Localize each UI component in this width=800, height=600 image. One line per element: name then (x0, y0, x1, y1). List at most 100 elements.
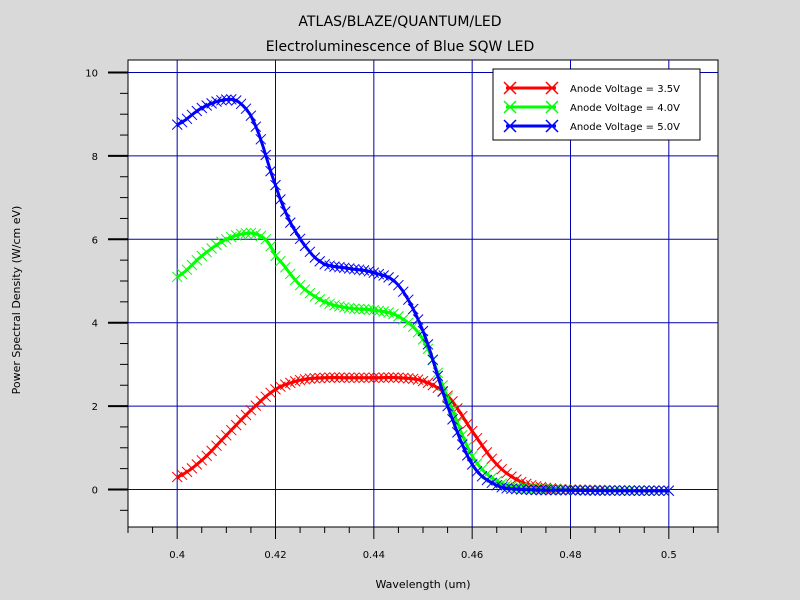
data-point-marker (506, 471, 517, 482)
data-point-marker (220, 94, 232, 105)
data-point-marker (609, 485, 621, 497)
data-point-marker (230, 95, 242, 106)
y-axis-label: Power Spectral Density (W/cm eV) (10, 206, 23, 395)
data-point-marker (461, 418, 473, 430)
data-point-marker (378, 306, 390, 317)
data-point-marker (240, 227, 252, 239)
x-tick-label: 0.48 (559, 550, 581, 561)
data-point-marker (427, 379, 439, 391)
data-point-marker (334, 372, 345, 383)
data-point-marker (211, 239, 222, 251)
data-point-marker (550, 484, 562, 496)
data-point-marker (319, 372, 331, 384)
legend-label: Anode Voltage = 3.5V (570, 84, 680, 95)
legend-marker (503, 119, 517, 133)
data-point-marker (368, 304, 380, 316)
data-point-marker (338, 372, 350, 384)
data-point-marker (545, 484, 557, 496)
data-point-marker (216, 236, 227, 248)
data-point-marker (402, 317, 414, 329)
data-point-marker (427, 354, 439, 366)
data-point-marker (412, 314, 424, 325)
legend: Anode Voltage = 3.5V Anode Voltage = 4.0V… (492, 68, 701, 141)
data-point-marker (486, 477, 498, 489)
data-point-marker (432, 370, 444, 382)
legend-marker (545, 100, 559, 114)
data-point-marker (358, 303, 370, 315)
data-point-marker (191, 105, 203, 117)
data-point-marker (299, 373, 311, 385)
data-point-marker (309, 252, 321, 263)
data-point-marker (338, 262, 350, 274)
chart-title: ATLAS/BLAZE/QUANTUM/LED (298, 14, 501, 30)
chart-subtitle: Electroluminescence of Blue SQW LED (266, 39, 535, 55)
data-point-marker (343, 372, 355, 384)
data-point-marker (378, 372, 390, 383)
legend-items: Anode Voltage = 3.5V Anode Voltage = 4.0V… (503, 81, 680, 133)
data-point-marker (186, 109, 198, 121)
data-point-marker (250, 121, 262, 133)
data-point-marker (466, 459, 478, 470)
data-point-marker (358, 372, 370, 384)
data-point-marker (501, 482, 512, 494)
data-point-marker (206, 243, 217, 254)
data-point-marker (358, 265, 370, 276)
data-point-marker (284, 217, 296, 228)
data-point-marker (334, 261, 345, 273)
data-point-marker (270, 384, 281, 395)
data-point-marker (265, 240, 276, 252)
data-point-marker (304, 373, 316, 384)
y-tick-label: 0 (92, 485, 98, 496)
data-point-marker (304, 287, 316, 299)
data-point-marker (284, 268, 296, 280)
data-point-marker (638, 485, 650, 497)
data-point-marker (540, 484, 552, 496)
data-point-marker (594, 485, 606, 496)
x-tick-label: 0.46 (461, 550, 483, 561)
series-layer (171, 94, 675, 497)
data-point-marker (338, 301, 350, 313)
data-point-marker (181, 466, 193, 478)
data-point-marker (452, 427, 463, 438)
x-tick-label: 0.42 (264, 550, 286, 561)
data-point-marker (515, 484, 527, 495)
data-point-marker (353, 303, 365, 315)
data-point-marker (196, 250, 208, 262)
y-axis-ticks: 0 2 4 6 8 10 (85, 69, 128, 511)
data-point-marker (393, 372, 404, 384)
data-point-marker (466, 425, 478, 437)
data-point-marker (304, 246, 316, 258)
data-point-marker (348, 263, 360, 275)
data-point-marker (181, 113, 193, 125)
legend-box (492, 68, 701, 141)
data-point-marker (619, 485, 630, 497)
data-point-marker (614, 485, 626, 497)
data-point-marker (171, 271, 183, 283)
data-point-marker (663, 485, 675, 497)
data-point-marker (397, 314, 409, 325)
data-point-marker (309, 291, 321, 302)
y-tick-label: 4 (92, 319, 98, 330)
data-point-marker (191, 459, 203, 470)
data-point-marker (235, 228, 247, 240)
data-point-marker (270, 179, 281, 191)
legend-item: Anode Voltage = 3.5V (503, 81, 680, 95)
data-point-marker (240, 103, 252, 115)
data-point-marker (260, 233, 272, 245)
data-point-marker (373, 305, 385, 317)
data-point-marker (525, 484, 537, 496)
data-point-marker (520, 484, 532, 496)
data-point-marker (481, 447, 493, 458)
data-point-marker (456, 410, 468, 422)
data-point-marker (245, 110, 257, 122)
data-point-marker (501, 467, 512, 479)
data-point-marker (314, 256, 326, 267)
data-point-marker (402, 372, 414, 384)
data-point-marker (574, 485, 586, 496)
data-point-marker (279, 261, 291, 273)
legend-item: Anode Voltage = 5.0V (503, 119, 680, 133)
data-point-marker (216, 94, 227, 106)
data-point-marker (629, 485, 640, 497)
data-point-marker (402, 294, 414, 306)
data-point-marker (383, 272, 394, 283)
